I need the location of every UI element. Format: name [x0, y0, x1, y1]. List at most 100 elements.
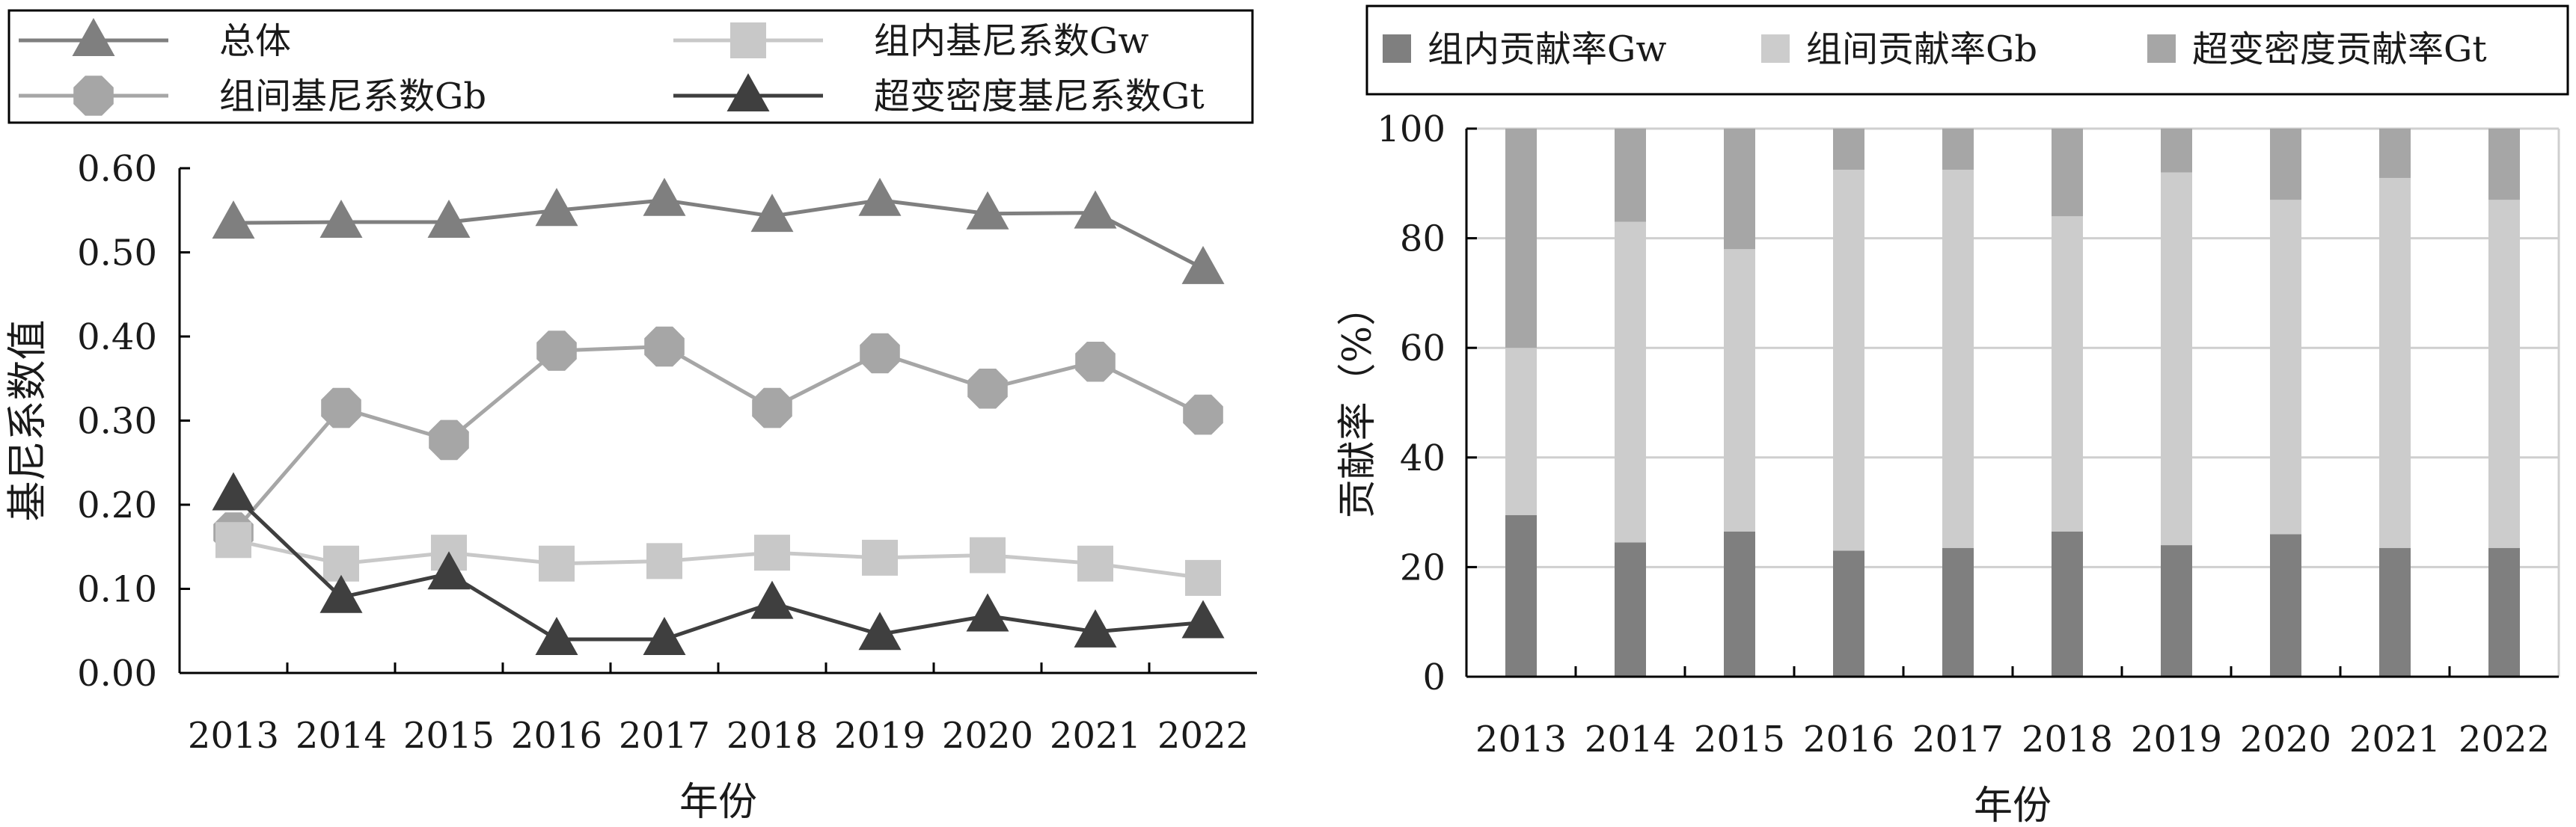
- y-axis-title: 贡献率（%）: [1336, 287, 1380, 518]
- data-point: [643, 177, 686, 216]
- bar-stack: [1615, 129, 1646, 677]
- gini-line-chart: 总体 组内基尼系数Gw 组间基尼系数Gb 超变密度基尼系数Gt 0.00 0.10 0.20…: [4, 9, 1257, 825]
- x-tick-label: 2014: [296, 715, 387, 757]
- bar-segment: [1833, 169, 1864, 551]
- data-point: [858, 177, 902, 216]
- bar-segment: [2379, 547, 2411, 677]
- bar-segment: [1942, 129, 1974, 170]
- data-point: [646, 543, 682, 579]
- data-point: [427, 551, 471, 590]
- x-tick-label: 2017: [619, 715, 710, 757]
- bar-stack: [1724, 129, 1755, 677]
- bar-segment: [1505, 514, 1537, 677]
- data-point: [536, 331, 577, 371]
- y-tick-label: 20: [1400, 547, 1445, 588]
- bar-legend: 组内贡献率Gw 组间贡献率Gb 超变密度贡献率Gt: [1365, 4, 2569, 96]
- x-tick-label: 2016: [511, 715, 602, 757]
- y-tick-label: 0.60: [77, 148, 157, 190]
- bar-segment: [2270, 534, 2301, 677]
- y-tick-label: 0.10: [77, 569, 157, 611]
- x-tick-label: 2018: [2022, 719, 2113, 760]
- y-tick-label: 100: [1377, 108, 1445, 150]
- bar-segment: [2488, 547, 2520, 677]
- data-point: [212, 200, 255, 239]
- legend-label: 超变密度贡献率Gt: [2192, 28, 2487, 70]
- series-3: [213, 326, 1223, 553]
- x-tick-label: 2017: [1912, 719, 2004, 760]
- legend-marker: [73, 76, 114, 116]
- y-tick-label: 0.40: [77, 316, 157, 358]
- x-tick-label: 2022: [1157, 715, 1249, 757]
- bar-segment: [2161, 129, 2192, 173]
- bar-segment: [1615, 542, 1646, 677]
- bar-stack: [2488, 129, 2520, 677]
- bar-segment: [1615, 129, 1646, 222]
- x-tick-label: 2021: [1050, 715, 1141, 757]
- data-point: [970, 537, 1006, 574]
- bar-segment: [1833, 550, 1864, 677]
- bar-segment: [1505, 129, 1537, 348]
- data-point: [535, 188, 578, 227]
- bar-segment: [1724, 531, 1755, 677]
- bar-stack: [1942, 129, 1974, 677]
- data-point: [966, 593, 1009, 632]
- y-axis-title: 基尼系数值: [4, 320, 51, 522]
- x-tick-label: 2013: [188, 715, 279, 757]
- series-line: [233, 198, 1205, 271]
- data-point: [750, 580, 794, 619]
- legend-label: 组间贡献率Gb: [1806, 28, 2037, 70]
- bar-segment: [1833, 129, 1864, 170]
- series-line: [232, 344, 1205, 534]
- legend-label: 超变密度基尼系数Gt: [874, 76, 1205, 117]
- x-tick-label: 2015: [403, 715, 495, 757]
- data-point: [427, 200, 471, 238]
- data-point: [1074, 609, 1117, 648]
- legend-label: 总体: [219, 20, 291, 62]
- data-point: [319, 574, 363, 613]
- data-point: [860, 333, 900, 374]
- x-tick-label: 2016: [1803, 719, 1894, 760]
- x-tick-label: 2018: [726, 715, 818, 757]
- data-point: [1183, 394, 1223, 435]
- y-tick-label: 60: [1400, 328, 1445, 369]
- y-tick-label: 0.50: [77, 233, 157, 274]
- bar-segment: [2488, 200, 2520, 548]
- data-point: [535, 617, 578, 655]
- bar-segment: [2052, 216, 2083, 532]
- data-point: [1181, 600, 1225, 639]
- x-tick-label: 2019: [834, 715, 926, 757]
- legend-marker: [730, 22, 766, 58]
- x-tick-label: 2020: [2240, 719, 2331, 760]
- y-tick-label: 0: [1422, 657, 1445, 698]
- bar-segment: [2270, 129, 2301, 200]
- legend-label: 组内贡献率Gw: [1428, 28, 1666, 70]
- legend-swatch: [1761, 34, 1790, 63]
- data-point: [966, 191, 1009, 230]
- line-legend: 总体 组内基尼系数Gw 组间基尼系数Gb 超变密度基尼系数Gt: [7, 9, 1254, 124]
- series-1: [212, 177, 1225, 284]
- bar-segment: [1942, 547, 1974, 677]
- bar-stack: [1833, 129, 1864, 677]
- series-4: [212, 472, 1225, 655]
- data-point: [539, 545, 575, 582]
- x-tick-label: 2020: [942, 715, 1033, 757]
- bar-segment: [1615, 221, 1646, 543]
- legend-marker: [72, 18, 115, 56]
- data-point: [750, 194, 794, 233]
- bar-segment: [2052, 531, 2083, 677]
- data-point: [1077, 545, 1113, 582]
- data-point: [967, 369, 1008, 409]
- y-tick-label: 40: [1400, 437, 1445, 479]
- legend-marker: [726, 73, 770, 111]
- data-point: [321, 387, 361, 428]
- data-point: [1074, 190, 1117, 229]
- y-tick-label: 0.00: [77, 653, 157, 695]
- y-tick-label: 80: [1400, 218, 1445, 260]
- data-point: [319, 200, 363, 238]
- x-axis-title: 年份: [679, 780, 757, 825]
- data-point: [752, 387, 792, 428]
- y-tick-label: 0.20: [77, 485, 157, 526]
- legend-swatch: [1383, 34, 1411, 63]
- contribution-bar-chart: 组内贡献率Gw 组间贡献率Gb 超变密度贡献率Gt 0 20 40 60 80 100 2013 2…: [1336, 4, 2569, 827]
